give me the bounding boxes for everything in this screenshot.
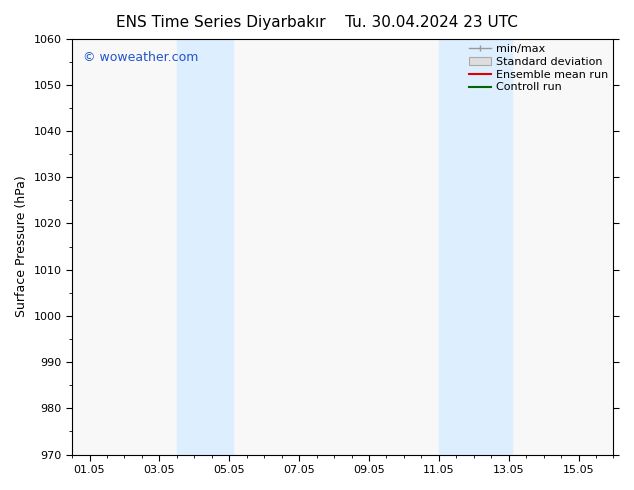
Y-axis label: Surface Pressure (hPa): Surface Pressure (hPa) [15,176,28,318]
Bar [439,39,512,455]
Text: ENS Time Series Diyarbakır    Tu. 30.04.2024 23 UTC: ENS Time Series Diyarbakır Tu. 30.04.202… [116,15,518,30]
Text: © woweather.com: © woweather.com [83,51,198,64]
Legend: min/max, Standard deviation, Ensemble mean run, Controll run: min/max, Standard deviation, Ensemble me… [467,42,610,95]
Bar [177,39,233,455]
